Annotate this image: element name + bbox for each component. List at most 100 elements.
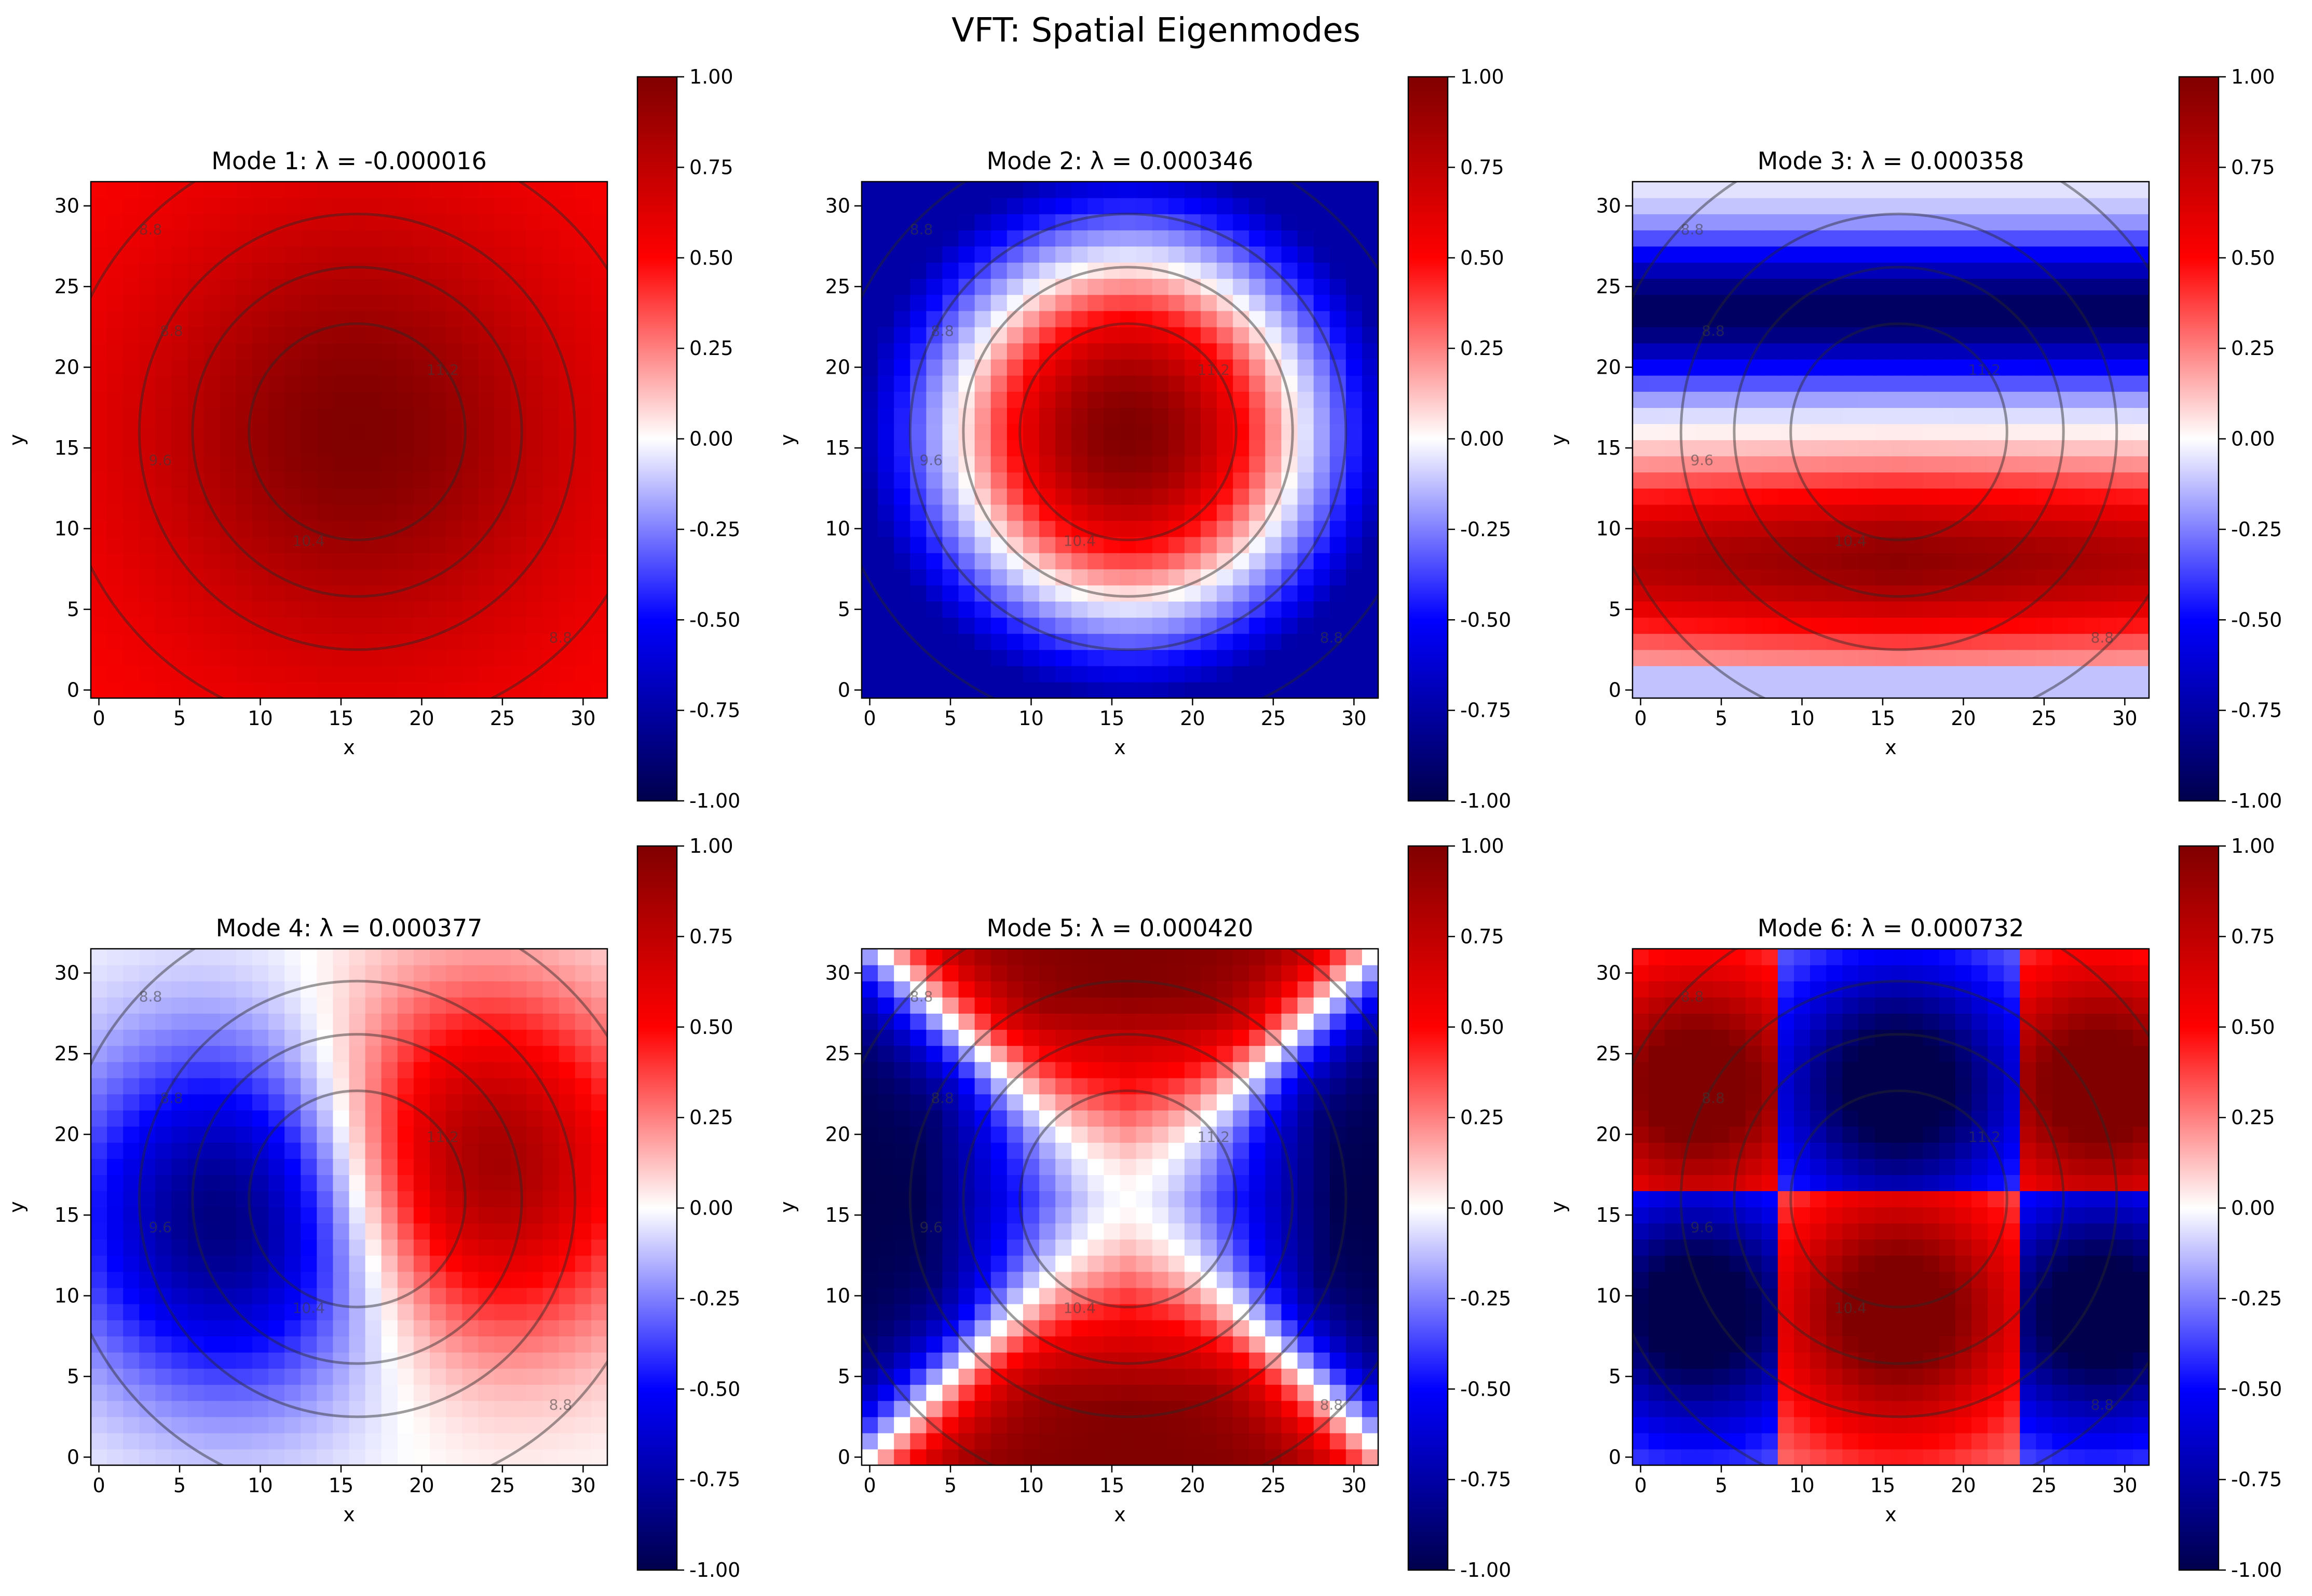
heatmap-cell xyxy=(349,949,366,965)
heatmap-cell xyxy=(462,537,479,553)
heatmap-cell xyxy=(1120,520,1137,537)
heatmap-cell xyxy=(2036,182,2053,198)
heatmap-cell xyxy=(397,326,414,344)
heatmap-cell xyxy=(155,553,172,569)
heatmap-cell xyxy=(1039,1175,1056,1191)
heatmap-cell xyxy=(317,472,333,489)
heatmap-cell xyxy=(333,965,350,981)
heatmap-cell xyxy=(542,214,560,230)
heatmap-cell xyxy=(1039,569,1056,585)
heatmap-cell xyxy=(1697,504,1714,521)
heatmap-cell xyxy=(1233,1239,1249,1256)
y-tick-label: 30 xyxy=(55,962,79,985)
heatmap-cell xyxy=(2100,520,2117,537)
heatmap-cell xyxy=(878,1175,894,1191)
heatmap-cell xyxy=(542,681,560,699)
heatmap-cell xyxy=(1923,649,1940,666)
heatmap-cell xyxy=(1007,585,1024,602)
heatmap-cell xyxy=(494,1094,511,1111)
heatmap-cell xyxy=(1729,504,1746,521)
heatmap-cell xyxy=(591,488,608,505)
heatmap-cell xyxy=(1297,585,1314,602)
heatmap-cell xyxy=(1297,182,1314,198)
heatmap-cell xyxy=(1120,1287,1137,1304)
heatmap-cell xyxy=(1313,633,1330,650)
heatmap-cell xyxy=(1842,472,1859,489)
heatmap-cell xyxy=(910,359,927,376)
heatmap-cell xyxy=(1842,537,1859,553)
y-axis-label: y xyxy=(1547,434,1570,446)
heatmap-cell xyxy=(478,230,495,247)
heatmap-cell xyxy=(1971,553,1988,569)
heatmap-cell xyxy=(333,488,350,505)
heatmap-cell xyxy=(878,214,894,230)
heatmap-cell xyxy=(1055,504,1072,521)
heatmap-cell xyxy=(413,456,430,473)
heatmap-cell xyxy=(1087,1433,1104,1450)
heatmap-cell xyxy=(1745,569,1762,585)
heatmap-cell xyxy=(155,949,172,965)
heatmap-cell xyxy=(139,1368,156,1385)
heatmap-cell xyxy=(1217,198,1233,214)
heatmap-cell xyxy=(542,1061,560,1079)
heatmap-cell xyxy=(1988,681,2004,699)
heatmap-cell xyxy=(1681,520,1697,537)
heatmap-cell xyxy=(429,1029,446,1046)
heatmap-cell xyxy=(220,1384,237,1401)
panel-title: Mode 3: λ = 0.000358 xyxy=(1758,147,2024,175)
heatmap-cell xyxy=(1023,198,1040,214)
heatmap-cell xyxy=(107,1175,124,1191)
heatmap-cell xyxy=(268,949,285,965)
heatmap-cell xyxy=(220,1045,237,1062)
heatmap-cell xyxy=(1313,343,1330,360)
heatmap-cell xyxy=(990,504,1008,521)
heatmap-cell xyxy=(301,375,317,392)
heatmap-cell xyxy=(155,665,172,683)
heatmap-cell xyxy=(494,1142,511,1159)
heatmap-cell xyxy=(510,1061,527,1079)
heatmap-cell xyxy=(365,1352,382,1369)
heatmap-cell xyxy=(974,585,991,602)
heatmap-cell xyxy=(2036,391,2053,408)
heatmap-cell xyxy=(1233,488,1249,505)
colorbar-tick-label: -0.25 xyxy=(1460,518,1511,541)
heatmap-cell xyxy=(1313,214,1330,230)
heatmap-cell xyxy=(510,1320,527,1336)
heatmap-cell xyxy=(575,1013,592,1030)
heatmap-cell xyxy=(2116,649,2133,666)
heatmap-cell xyxy=(413,1191,430,1208)
heatmap-cell xyxy=(203,1013,221,1030)
heatmap-cell xyxy=(1826,182,1843,198)
heatmap-cell xyxy=(1104,424,1121,441)
colorbar-gradient xyxy=(1407,76,1449,802)
heatmap-cell xyxy=(1233,537,1249,553)
heatmap-cell xyxy=(252,1045,269,1062)
heatmap-cell xyxy=(494,1239,511,1256)
heatmap-cell xyxy=(1810,504,1827,521)
heatmap-cell xyxy=(333,585,350,602)
heatmap-cell xyxy=(862,1175,878,1191)
heatmap-cell xyxy=(381,1142,398,1159)
heatmap-cell xyxy=(301,537,317,553)
heatmap-cell xyxy=(1281,326,1298,344)
heatmap-cell xyxy=(1793,520,1811,537)
heatmap-cell xyxy=(1087,1271,1104,1288)
heatmap-cell xyxy=(1055,472,1072,489)
heatmap-cell xyxy=(494,569,511,585)
heatmap-cell xyxy=(1329,294,1347,311)
heatmap-cell xyxy=(139,182,156,198)
heatmap-cell xyxy=(2100,310,2117,328)
heatmap-cell xyxy=(1907,537,1924,553)
heatmap-cell xyxy=(381,456,398,473)
heatmap-cell xyxy=(203,440,221,457)
heatmap-cell xyxy=(510,981,527,998)
heatmap-cell xyxy=(1233,198,1249,214)
heatmap-cell xyxy=(575,569,592,585)
heatmap-cell xyxy=(139,1175,156,1191)
heatmap-cell xyxy=(187,569,205,585)
heatmap-cell xyxy=(2004,504,2020,521)
heatmap-cell xyxy=(317,569,333,585)
mode-panel-2: 8.89.610.411.28.88.80 5 10 15 20 25 3005101520… xyxy=(776,65,1511,812)
heatmap-cell xyxy=(1120,407,1137,424)
heatmap-cell xyxy=(1104,569,1121,585)
